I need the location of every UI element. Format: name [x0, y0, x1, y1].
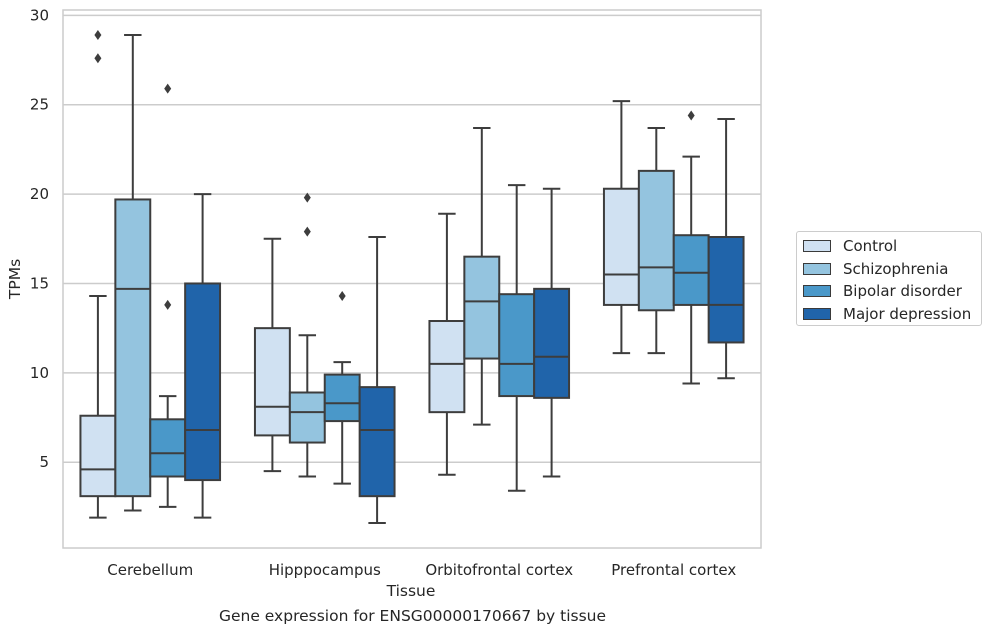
- box-control-cerebellum-iqr: [79, 414, 117, 498]
- box-schizophrenia-prefrontal-cortex-iqr: [637, 169, 675, 312]
- box-bipolar-disorder-prefrontal-cortex-iqr: [672, 234, 710, 306]
- x-tick-label-hipppocampus: Hipppocampus: [269, 561, 381, 579]
- legend-label-schizophrenia: Schizophrenia: [843, 260, 949, 278]
- box-control-prefrontal-cortex: [602, 100, 640, 355]
- box-control-hipppocampus: [253, 237, 291, 473]
- box-control-hipppocampus-iqr: [253, 327, 291, 437]
- y-tick-label-15: 15: [30, 274, 49, 292]
- axes: 5 10 15 20 25 30 Cerebellum Hipppocampus Orbitof…: [30, 6, 736, 579]
- box-control-orbitofrontal-cortex-iqr: [428, 320, 466, 414]
- y-tick-label-5: 5: [39, 453, 49, 471]
- box-bipolar-disorder-prefrontal-cortex-outlier-0: [687, 110, 695, 121]
- box-schizophrenia-hipppocampus-outlier-1: [303, 192, 311, 203]
- box-schizophrenia-hipppocampus-outlier-0: [303, 226, 311, 237]
- legend-swatch-major-depression: [803, 308, 831, 320]
- box-major-depression-cerebellum: [184, 193, 222, 519]
- box-bipolar-disorder-cerebellum-iqr: [149, 418, 187, 478]
- box-schizophrenia-orbitofrontal-cortex: [463, 126, 501, 426]
- legend-label-major-depression: Major depression: [843, 305, 972, 323]
- box-major-depression-orbitofrontal-cortex: [533, 187, 571, 478]
- box-control-prefrontal-cortex-iqr: [602, 187, 640, 306]
- legend-swatch-schizophrenia: [803, 263, 831, 275]
- box-bipolar-disorder-prefrontal-cortex: [672, 110, 710, 385]
- box-schizophrenia-hipppocampus: [288, 192, 326, 478]
- box-control-cerebellum-outlier-0: [94, 53, 102, 64]
- legend-item-schizophrenia: Schizophrenia: [803, 260, 948, 278]
- legend-label-control: Control: [843, 237, 898, 255]
- box-bipolar-disorder-orbitofrontal-cortex-iqr: [498, 293, 536, 398]
- legend-item-control: Control: [803, 237, 897, 255]
- box-major-depression-hipppocampus-iqr: [358, 386, 396, 498]
- legend-item-bipolar-disorder: Bipolar disorder: [803, 282, 962, 300]
- box-bipolar-disorder-cerebellum-outlier-0: [164, 299, 172, 310]
- box-schizophrenia-orbitofrontal-cortex-iqr: [463, 255, 501, 360]
- box-schizophrenia-cerebellum: [114, 34, 152, 512]
- legend-swatch-bipolar-disorder: [803, 285, 831, 297]
- box-major-depression-cerebellum-iqr: [184, 282, 222, 482]
- chart-legend: Control Schizophrenia Bipolar disorder M…: [796, 231, 982, 326]
- x-tick-label-cerebellum: Cerebellum: [107, 561, 193, 579]
- box-bipolar-disorder-hipppocampus: [323, 290, 361, 485]
- plot-frame: [62, 9, 762, 549]
- y-tick-label-30: 30: [30, 6, 49, 24]
- box-schizophrenia-hipppocampus-iqr: [288, 391, 326, 444]
- y-tick-label-20: 20: [30, 185, 49, 203]
- box-series: [79, 30, 745, 524]
- box-schizophrenia-cerebellum-iqr: [114, 198, 152, 498]
- box-major-depression-prefrontal-cortex-iqr: [707, 235, 745, 344]
- box-bipolar-disorder-cerebellum-outlier-1: [164, 83, 172, 94]
- box-schizophrenia-prefrontal-cortex: [637, 126, 675, 355]
- box-major-depression-prefrontal-cortex: [707, 118, 745, 380]
- legend-label-bipolar-disorder: Bipolar disorder: [843, 282, 962, 300]
- chart-caption: Gene expression for ENSG00000170667 by t…: [218, 607, 607, 625]
- box-bipolar-disorder-hipppocampus-outlier-0: [338, 290, 346, 301]
- box-major-depression-orbitofrontal-cortex-iqr: [533, 287, 571, 399]
- legend-item-major-depression: Major depression: [803, 305, 971, 323]
- box-control-orbitofrontal-cortex: [428, 212, 466, 476]
- box-bipolar-disorder-hipppocampus-iqr: [323, 373, 361, 423]
- y-tick-label-25: 25: [30, 96, 49, 114]
- grid-lines: [63, 14, 761, 463]
- box-control-cerebellum-outlier-1: [94, 30, 102, 41]
- box-bipolar-disorder-cerebellum: [149, 83, 187, 508]
- box-bipolar-disorder-orbitofrontal-cortex: [498, 184, 536, 492]
- box-control-cerebellum: [79, 30, 117, 519]
- y-axis-label: TPMs: [6, 259, 24, 300]
- legend-swatch-control: [803, 240, 831, 252]
- y-tick-label-10: 10: [30, 364, 49, 382]
- x-tick-label-orbitofrontal-cortex: Orbitofrontal cortex: [425, 561, 573, 579]
- box-major-depression-hipppocampus: [358, 235, 396, 524]
- x-axis-label: Tissue: [386, 582, 436, 600]
- x-tick-label-prefrontal-cortex: Prefrontal cortex: [611, 561, 736, 579]
